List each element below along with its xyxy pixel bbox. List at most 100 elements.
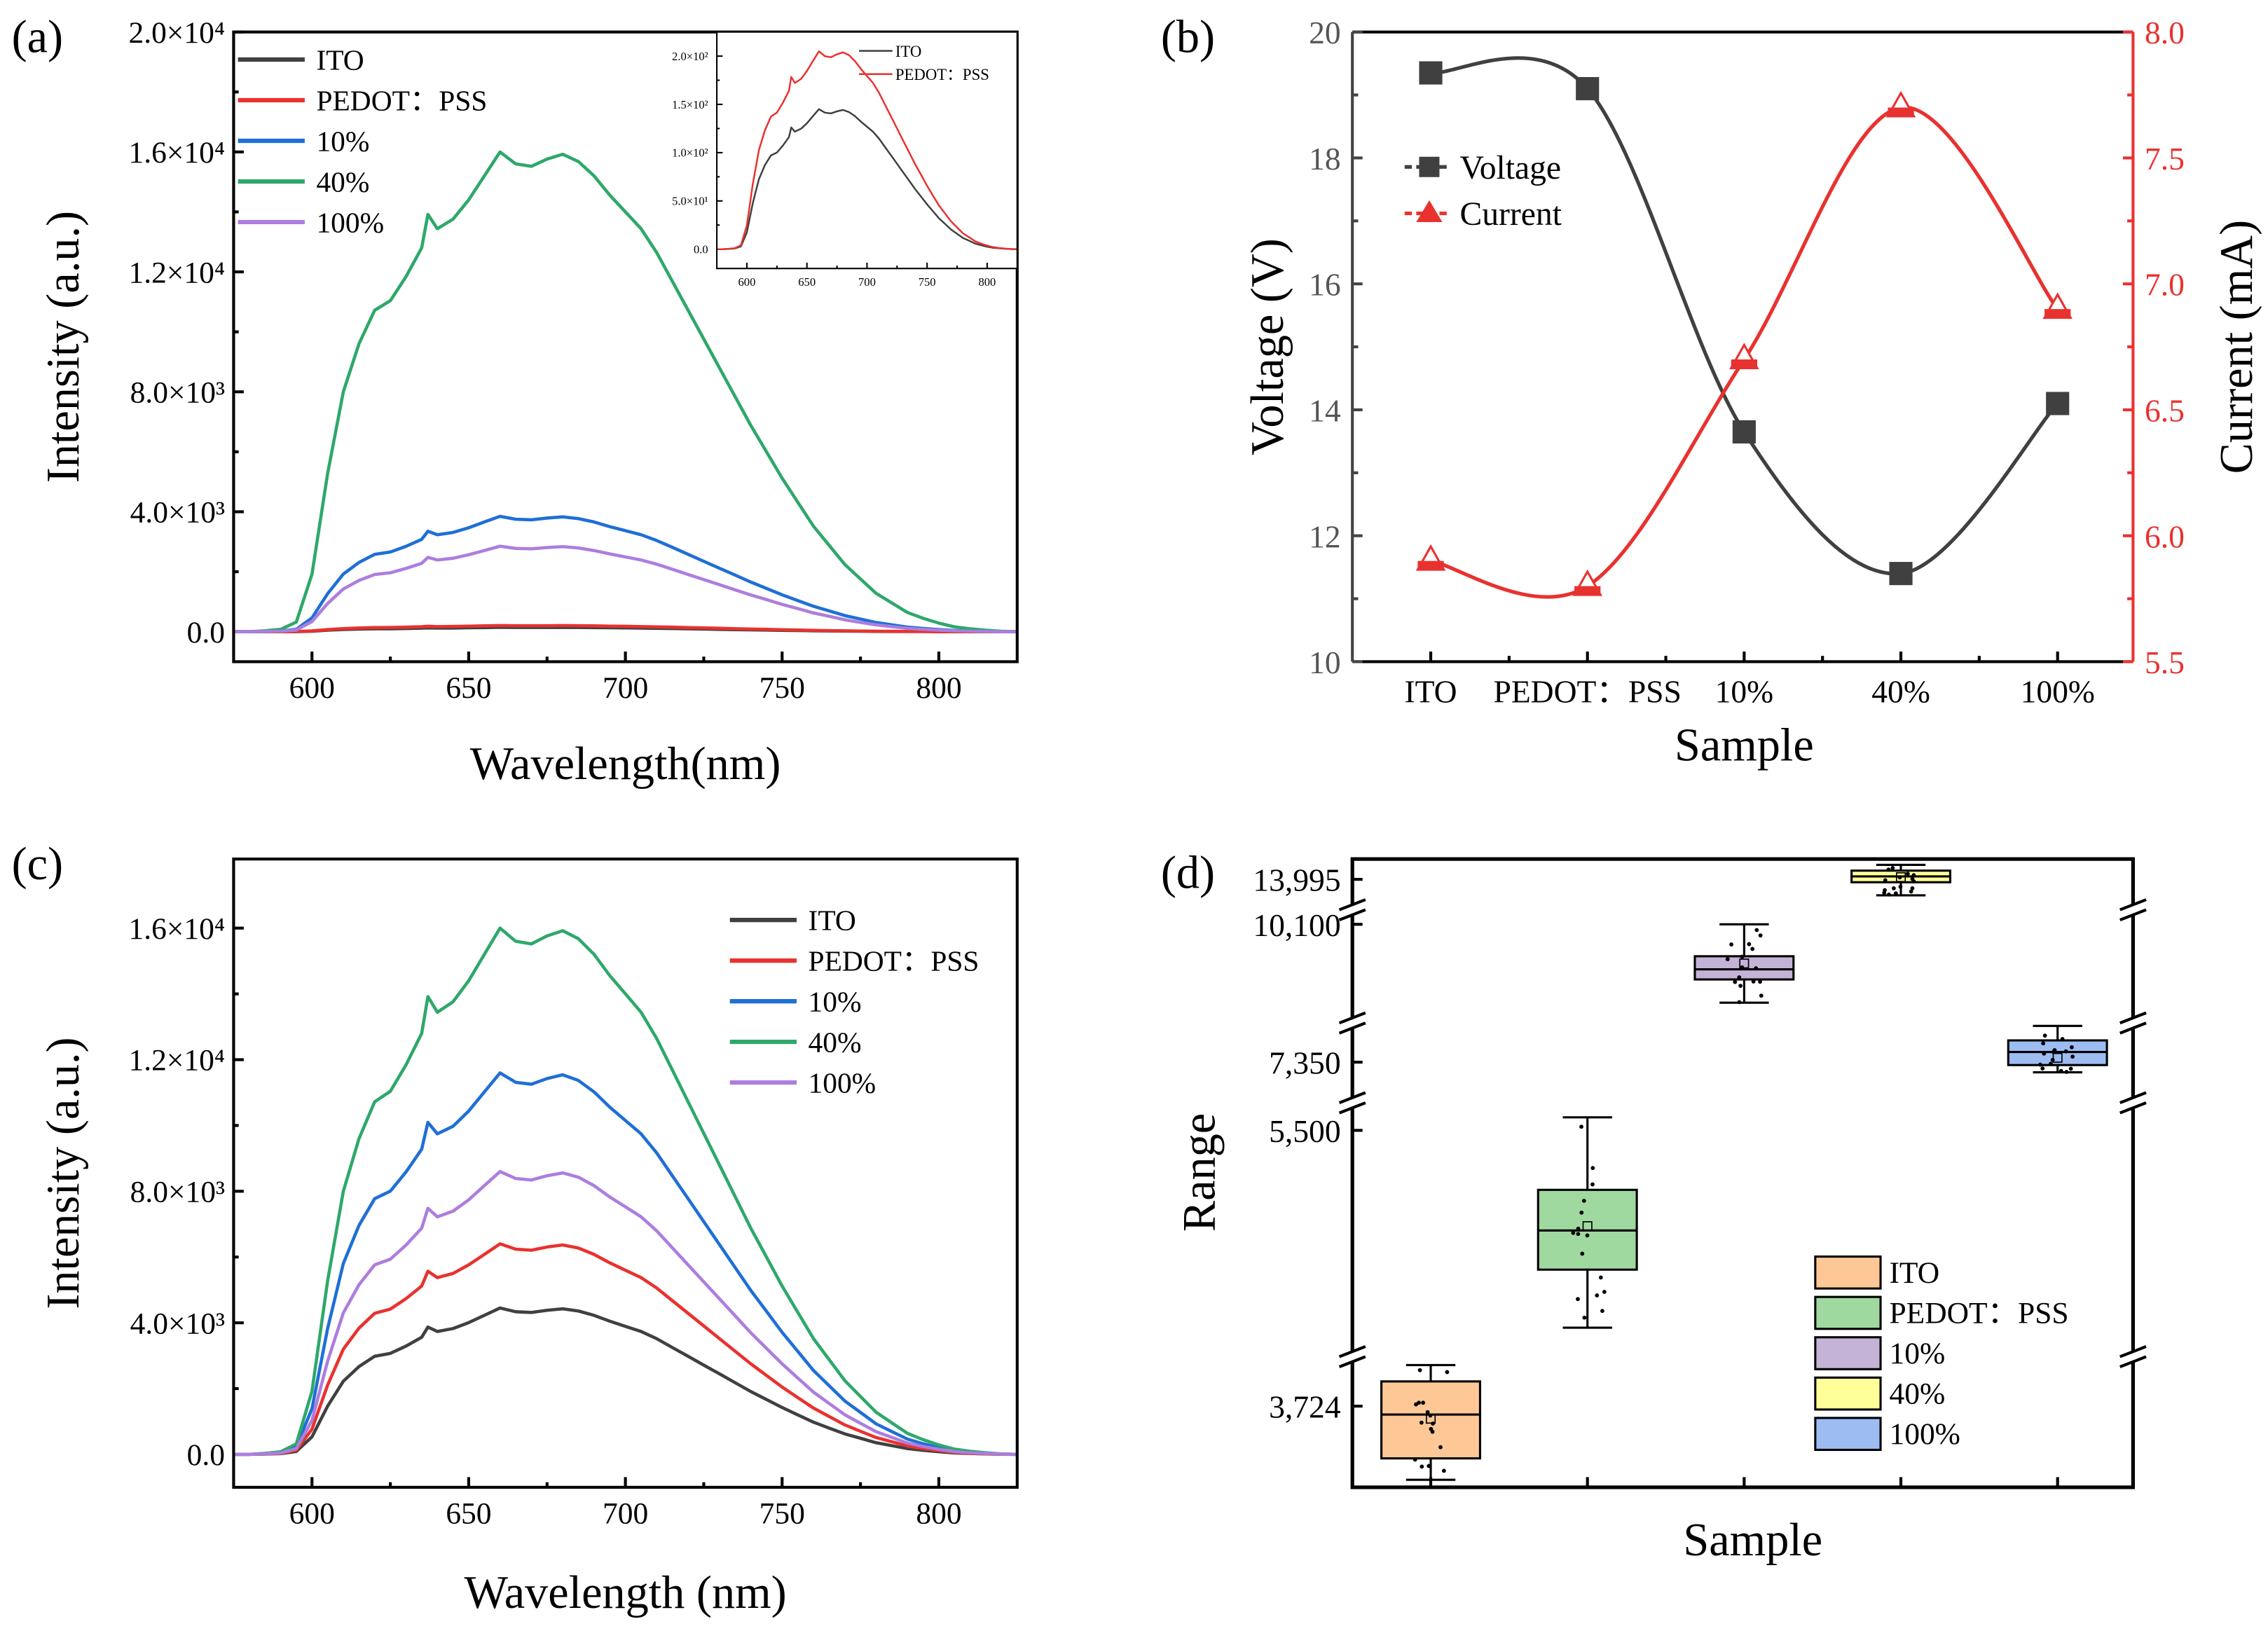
y-tick-label: 12: [1309, 518, 1341, 554]
legend-label: 40%: [1889, 1377, 1945, 1411]
legend-label: Current: [1459, 196, 1561, 233]
box-3: [1693, 923, 1795, 1487]
legend-label: 100%: [316, 206, 384, 238]
data-point: [1428, 1413, 1433, 1418]
y-tick-label: 1.6×10⁴: [128, 912, 225, 946]
data-point: [1740, 965, 1745, 970]
data-point: [2063, 1049, 2068, 1054]
y-tick-label: 18: [1309, 141, 1341, 177]
data-point: [1420, 1464, 1424, 1469]
data-point: [1576, 1297, 1580, 1302]
axis-break-mark: [1338, 908, 1366, 922]
box-body: [1380, 1380, 1481, 1460]
mean-marker: [1582, 1221, 1593, 1232]
data-point: [1438, 1445, 1443, 1450]
data-point: [1909, 889, 1913, 894]
y-tick-label: 0.0: [187, 1438, 225, 1472]
category-label: 100%: [2021, 673, 2095, 709]
x-tick-label: 750: [919, 275, 936, 289]
legend-label: 10%: [1889, 1337, 1945, 1370]
x-tick-label: 750: [760, 671, 805, 705]
x-tick-label: 700: [603, 1497, 648, 1531]
data-point: [1740, 954, 1745, 959]
panel-b: (b) 10 12 14 16 18 20 5.5 6.0 6.5 7.0 7.5 8.0 ITO PEDO…: [1161, 12, 2262, 771]
box-2: [1537, 1116, 1638, 1487]
mean-marker: [1895, 872, 1906, 883]
legend-label: 10%: [316, 125, 369, 157]
data-point: [2042, 1051, 2047, 1056]
legend-label: PEDOT：PSS: [316, 84, 487, 116]
data-point: [1417, 1368, 1422, 1372]
axis-break-mark: [2119, 1345, 2147, 1358]
panel-label: (b): [1161, 12, 1215, 63]
data-point: [1751, 979, 1756, 984]
data-point: [1445, 1370, 1450, 1375]
data-point: [2040, 1066, 2045, 1071]
data-point: [1431, 1422, 1435, 1426]
legend-swatch: [1814, 1417, 1882, 1452]
y-tick-label: 16: [1309, 267, 1341, 303]
legend-label: ITO: [1889, 1256, 1939, 1290]
series-line-10pct: [233, 1071, 1017, 1457]
legend-swatch: [1814, 1336, 1882, 1370]
y2-tick-label: 7.0: [2145, 267, 2185, 303]
data-point: [1427, 1464, 1431, 1468]
data-point: [1754, 966, 1759, 970]
axis-break-mark: [1338, 1355, 1366, 1368]
data-point: [1421, 1401, 1426, 1405]
voltage-marker: [2046, 392, 2070, 415]
y2-tick-label: 6.5: [2145, 393, 2185, 429]
current-marker-base: [2044, 309, 2071, 318]
category-label: 10%: [1715, 673, 1774, 709]
y-tick-label: 14: [1309, 393, 1341, 429]
y-tick-label: 1.5×10²: [672, 98, 708, 111]
x-axis-title: Wavelength (nm): [465, 1567, 787, 1618]
y-tick-label: 7,350: [1269, 1045, 1340, 1081]
data-point: [1441, 1468, 1446, 1473]
data-point: [1897, 875, 1902, 880]
x-axis-title: Sample: [1675, 720, 1814, 771]
data-point: [1419, 1420, 1424, 1425]
data-point: [2042, 1033, 2047, 1038]
data-point: [2059, 1068, 2063, 1073]
y-tick-label: 5,500: [1269, 1113, 1340, 1149]
data-point: [1882, 890, 1887, 895]
data-point: [1758, 979, 1762, 984]
x-tick-label: 650: [798, 275, 816, 289]
y-tick-label: 4.0×10³: [130, 496, 225, 530]
data-point: [1750, 947, 1755, 951]
x-tick-label: 600: [289, 1497, 335, 1531]
y-axis-title: Range: [1174, 1113, 1225, 1232]
y-axis-title: Intensity (a.u.): [38, 1037, 89, 1309]
y-tick-label: 1.0×10²: [672, 146, 708, 160]
x-axis-title: Sample: [1683, 1515, 1822, 1566]
data-point: [1891, 886, 1896, 890]
legend-label: PEDOT：PSS: [1889, 1296, 2068, 1330]
inset-legend-label: PEDOT：PSS: [895, 66, 989, 83]
series-line-PEDOTPSS: [233, 624, 1017, 633]
data-point: [2070, 1054, 2075, 1059]
data-point: [1893, 891, 1898, 896]
data-point: [2049, 1061, 2053, 1066]
mean-marker: [2052, 1052, 2063, 1063]
data-point: [1910, 876, 1915, 881]
inset-background: [717, 32, 1017, 269]
box-1: [1380, 1363, 1481, 1487]
current-marker-base: [1574, 586, 1601, 596]
data-point: [1581, 1199, 1586, 1203]
data-point: [1883, 878, 1888, 883]
mean-marker: [1739, 958, 1750, 969]
data-point: [1430, 1429, 1435, 1434]
series-line-PEDOTPSS: [233, 1242, 1017, 1457]
data-point: [1600, 1309, 1604, 1314]
y-tick-label: 8.0×10³: [130, 376, 225, 409]
axis-break-mark: [2119, 1091, 2147, 1104]
axis-break-mark: [2119, 908, 2147, 922]
legend-label: PEDOT：PSS: [809, 945, 980, 977]
y-tick-label: 4.0×10³: [130, 1307, 225, 1340]
data-point: [1598, 1275, 1603, 1280]
data-point: [1733, 979, 1738, 984]
series-line-40pct: [233, 150, 1017, 633]
x-tick-label: 750: [760, 1497, 805, 1531]
legend-label: ITO: [809, 904, 856, 937]
